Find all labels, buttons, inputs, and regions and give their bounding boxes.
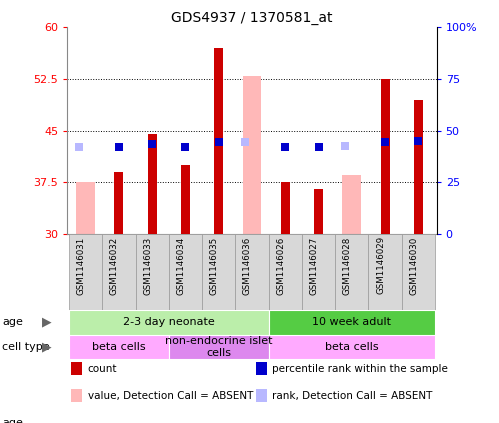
Text: GSM1146033: GSM1146033 bbox=[143, 236, 152, 294]
Bar bbox=[71, 362, 82, 375]
Text: cell type: cell type bbox=[2, 342, 50, 352]
Bar bbox=[76, 182, 95, 234]
Bar bbox=[148, 134, 157, 234]
Bar bbox=[381, 79, 390, 234]
Bar bbox=[414, 100, 423, 234]
Bar bbox=[214, 48, 223, 234]
Text: beta cells: beta cells bbox=[92, 342, 146, 352]
Bar bbox=[114, 172, 123, 234]
Text: ▶: ▶ bbox=[42, 316, 52, 329]
Bar bbox=[69, 335, 169, 359]
Bar bbox=[181, 165, 190, 234]
Text: GSM1146031: GSM1146031 bbox=[77, 236, 86, 294]
Bar bbox=[268, 335, 435, 359]
Bar bbox=[169, 335, 268, 359]
Text: ▶: ▶ bbox=[42, 340, 52, 353]
Text: count: count bbox=[88, 364, 117, 374]
Bar bbox=[302, 234, 335, 310]
Text: GSM1146034: GSM1146034 bbox=[177, 236, 186, 294]
Text: 2-3 day neonate: 2-3 day neonate bbox=[123, 317, 215, 327]
Text: value, Detection Call = ABSENT: value, Detection Call = ABSENT bbox=[88, 390, 253, 401]
Bar bbox=[268, 310, 435, 335]
Bar bbox=[342, 176, 361, 234]
Text: GSM1146032: GSM1146032 bbox=[110, 236, 119, 294]
Bar bbox=[281, 182, 290, 234]
Bar bbox=[243, 76, 261, 234]
Text: GSM1146027: GSM1146027 bbox=[309, 236, 318, 294]
Bar bbox=[169, 234, 202, 310]
Text: GSM1146036: GSM1146036 bbox=[243, 236, 252, 294]
Bar bbox=[368, 234, 402, 310]
Bar bbox=[102, 234, 136, 310]
Bar bbox=[402, 234, 435, 310]
Text: 10 week adult: 10 week adult bbox=[312, 317, 391, 327]
Text: beta cells: beta cells bbox=[325, 342, 379, 352]
Bar bbox=[335, 234, 368, 310]
Text: rank, Detection Call = ABSENT: rank, Detection Call = ABSENT bbox=[272, 390, 433, 401]
Bar bbox=[69, 310, 268, 335]
Bar bbox=[255, 389, 267, 402]
Bar bbox=[255, 362, 267, 375]
Bar bbox=[202, 234, 236, 310]
Bar bbox=[69, 234, 102, 310]
Text: GSM1146026: GSM1146026 bbox=[276, 236, 285, 294]
Bar bbox=[71, 389, 82, 402]
Text: age: age bbox=[2, 317, 23, 327]
Bar bbox=[236, 234, 268, 310]
Bar bbox=[268, 234, 302, 310]
Text: GSM1146029: GSM1146029 bbox=[376, 236, 385, 294]
Text: percentile rank within the sample: percentile rank within the sample bbox=[272, 364, 448, 374]
Bar bbox=[136, 234, 169, 310]
Text: GSM1146035: GSM1146035 bbox=[210, 236, 219, 294]
Text: age: age bbox=[2, 418, 23, 423]
Bar bbox=[314, 189, 323, 234]
Text: GSM1146030: GSM1146030 bbox=[409, 236, 418, 294]
Text: non-endocrine islet
cells: non-endocrine islet cells bbox=[165, 336, 272, 357]
Title: GDS4937 / 1370581_at: GDS4937 / 1370581_at bbox=[171, 11, 333, 25]
Text: GSM1146028: GSM1146028 bbox=[343, 236, 352, 294]
